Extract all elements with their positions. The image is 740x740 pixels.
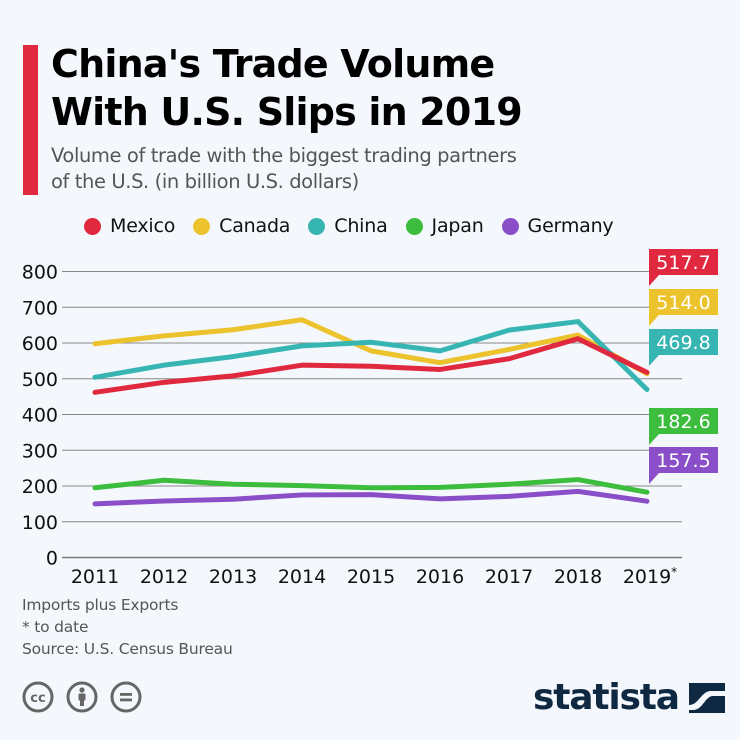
end-value-callouts: 517.7 514.0 469.8 182.6 157.5 [649,249,718,484]
series-line-germany [92,488,650,507]
source-note: Source: U.S. Census Bureau [22,640,233,658]
subtitle-line-1: Volume of trade with the biggest trading… [51,144,517,167]
footer-notes: Imports plus Exports * to date Source: U… [22,594,233,660]
x-axis-ticks: 2011 2012 2013 2014 2015 2016 2017 2018 2019* [71,565,677,588]
callout-box [649,249,718,286]
legend: Mexico Canada China Japan Germany [84,214,631,238]
chart-subtitle: Volume of trade with the biggest trading… [51,143,691,195]
legend-item-japan: Japan [405,215,484,237]
callout-canada: 514.0 [649,289,718,326]
legend-item-canada: Canada [193,215,290,237]
x-tick-label: 2011 [71,566,119,588]
y-tick-label: 400 [22,405,58,427]
callout-china: 469.8 [649,329,718,366]
svg-text:cc: cc [30,691,45,706]
y-tick-label: 0 [46,548,58,570]
legend-label: Mexico [110,215,176,237]
y-axis-ticks: 0 100 200 300 400 500 600 700 800 [22,262,58,570]
callout-japan: 182.6 [649,408,718,445]
legend-label: Germany [527,215,614,237]
y-tick-label: 200 [22,476,58,498]
y-tick-label: 100 [22,512,58,534]
y-tick-label: 700 [22,297,58,319]
attribution-icon[interactable] [66,681,98,713]
series-lines [92,317,650,507]
x-tick-label: 2014 [278,566,326,588]
series-line-china [92,319,650,393]
x-tick-label: 2016 [416,566,464,588]
series-line-mexico [92,336,650,395]
subtitle-line-2: of the U.S. (in billion U.S. dollars) [51,170,359,193]
x-tick-label: 2018 [554,566,602,588]
legend-item-germany: Germany [501,215,614,237]
legend-label: China [334,215,388,237]
legend-item-china: China [308,215,388,237]
callout-value: 517.7 [656,252,710,274]
callout-box [649,408,718,445]
legend-label: Canada [219,215,291,237]
title-line-1: China's Trade Volume [51,42,495,86]
brand-name: statista [533,677,680,718]
callout-value: 157.5 [656,450,710,472]
callout-box [649,289,718,326]
y-tick-label: 300 [22,440,58,462]
y-tick-label: 800 [22,262,58,284]
chart-title: China's Trade Volume With U.S. Slips in … [51,40,651,136]
legend-dot-canada [193,217,211,235]
legend-dot-japan [405,217,423,235]
no-derivatives-icon[interactable] [110,681,142,713]
callout-value: 469.8 [656,332,710,354]
series-line-japan [92,477,650,495]
gridlines [62,270,682,559]
note-imports-exports: Imports plus Exports [22,596,179,614]
legend-item-mexico: Mexico [84,215,175,237]
statista-logo[interactable]: statista [533,678,725,718]
y-tick-label: 500 [22,369,58,391]
x-tick-label: 2019* [623,565,677,588]
callout-value: 514.0 [656,292,710,314]
x-tick-label: 2015 [347,566,395,588]
y-tick-label: 600 [22,333,58,355]
callout-value: 182.6 [656,411,710,433]
callout-box [649,447,718,484]
note-to-date: * to date [22,618,89,636]
creative-commons-icon[interactable]: cc [22,681,54,713]
callout-germany: 157.5 [649,447,718,484]
legend-dot-mexico [84,217,101,235]
title-line-2: With U.S. Slips in 2019 [51,90,523,134]
series-line-canada [92,317,650,377]
x-tick-label: 2017 [485,566,533,588]
x-tick-label: 2013 [209,566,257,588]
x-tick-label: 2012 [140,566,188,588]
license-icons: cc [22,681,154,713]
callout-mexico: 517.7 [649,249,718,286]
title-accent-bar [23,45,38,195]
callout-box [649,329,718,366]
legend-dot-germany [501,217,519,235]
legend-label: Japan [431,215,484,237]
legend-dot-china [308,217,326,235]
statista-logo-icon [688,683,725,713]
